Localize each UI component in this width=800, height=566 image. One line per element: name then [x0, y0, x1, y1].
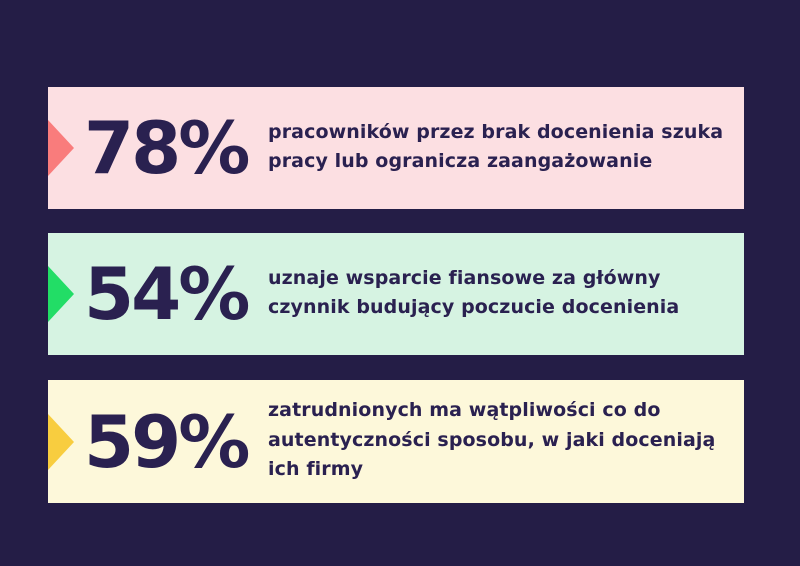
stat-value: 54%: [84, 252, 250, 336]
stat-description-line: autentyczności sposobu, w jaki doceniają: [268, 428, 716, 451]
stat-description-line: czynnik budujący poczucie docenienia: [268, 296, 680, 318]
stat-bar-54-percent: 54% uznaje wsparcie fiansowe za główny c…: [48, 233, 744, 355]
stat-description: uznaje wsparcie fiansowe za główny czynn…: [268, 264, 679, 325]
right-arrow-icon: [48, 413, 74, 470]
stat-description-line: pracowników przez brak docenienia szuka: [268, 120, 724, 143]
stat-bar-content: 78% pracowników przez brak docenienia sz…: [48, 87, 744, 209]
stat-value: 59%: [84, 399, 250, 484]
right-arrow-icon: [48, 120, 74, 176]
stat-value: 78%: [84, 106, 250, 190]
right-arrow-icon: [48, 266, 74, 322]
stat-description: zatrudnionych ma wątpliwości co do auten…: [268, 396, 715, 486]
stat-description-line: ich firmy: [268, 458, 364, 481]
stat-description-line: pracy lub ogranicza zaangażowanie: [268, 150, 653, 172]
stat-bar-59-percent: 59% zatrudnionych ma wątpliwości co do a…: [48, 380, 744, 503]
stat-description: pracowników przez brak docenienia szuka …: [268, 118, 723, 179]
stat-description-line: zatrudnionych ma wątpliwości co do: [268, 399, 661, 422]
stat-bar-78-percent: 78% pracowników przez brak docenienia sz…: [48, 87, 744, 209]
stat-bar-content: 59% zatrudnionych ma wątpliwości co do a…: [48, 380, 744, 503]
stat-description-line: uznaje wsparcie fiansowe za główny: [268, 266, 661, 289]
stat-bar-content: 54% uznaje wsparcie fiansowe za główny c…: [48, 233, 744, 355]
